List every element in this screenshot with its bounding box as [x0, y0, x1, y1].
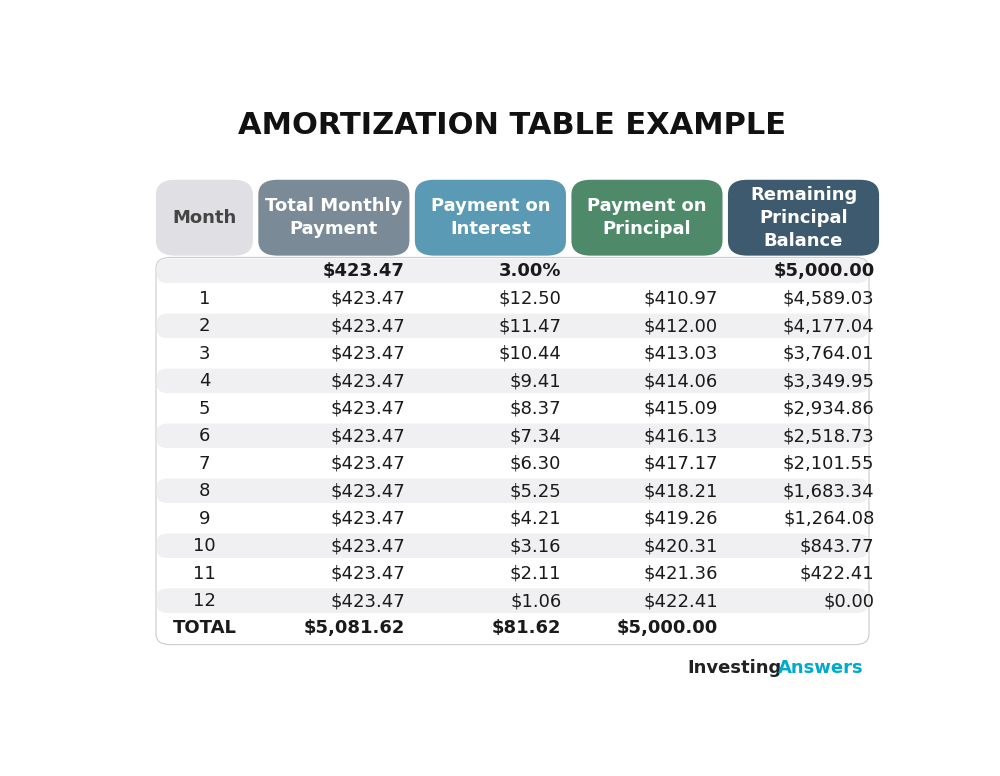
- FancyBboxPatch shape: [157, 588, 868, 613]
- Text: Remaining
Principal
Balance: Remaining Principal Balance: [750, 185, 857, 250]
- Text: 10: 10: [193, 537, 216, 555]
- FancyBboxPatch shape: [157, 424, 868, 448]
- Text: $423.47: $423.47: [330, 427, 405, 445]
- Text: 6: 6: [199, 427, 210, 445]
- Text: $5.25: $5.25: [510, 482, 561, 500]
- Text: $418.21: $418.21: [644, 482, 718, 500]
- Text: $423.47: $423.47: [330, 510, 405, 528]
- Text: $4,589.03: $4,589.03: [783, 289, 874, 307]
- Text: Payment on
Principal: Payment on Principal: [587, 197, 707, 238]
- Text: $10.44: $10.44: [498, 345, 561, 362]
- Text: 3: 3: [199, 345, 210, 362]
- Text: $423.47: $423.47: [330, 537, 405, 555]
- Text: $1,683.34: $1,683.34: [783, 482, 874, 500]
- Text: Payment on
Interest: Payment on Interest: [431, 197, 550, 238]
- Text: $416.13: $416.13: [644, 427, 718, 445]
- Text: 1: 1: [199, 289, 210, 307]
- Text: $5,000.00: $5,000.00: [773, 262, 874, 280]
- FancyBboxPatch shape: [728, 180, 879, 255]
- Text: $420.31: $420.31: [644, 537, 718, 555]
- Text: $419.26: $419.26: [643, 510, 718, 528]
- Text: $5,000.00: $5,000.00: [617, 619, 718, 638]
- Text: $843.77: $843.77: [800, 537, 874, 555]
- Text: $2,934.86: $2,934.86: [783, 400, 874, 417]
- FancyBboxPatch shape: [157, 479, 868, 503]
- Text: 5: 5: [199, 400, 210, 417]
- FancyBboxPatch shape: [415, 180, 566, 255]
- Text: 8: 8: [199, 482, 210, 500]
- FancyBboxPatch shape: [157, 369, 868, 393]
- Text: $413.03: $413.03: [644, 345, 718, 362]
- Text: $423.47: $423.47: [330, 482, 405, 500]
- Text: $1.06: $1.06: [510, 592, 561, 610]
- Text: $5,081.62: $5,081.62: [303, 619, 405, 638]
- Text: $7.34: $7.34: [510, 427, 561, 445]
- Text: $423.47: $423.47: [330, 372, 405, 390]
- FancyBboxPatch shape: [571, 180, 723, 255]
- Text: $423.47: $423.47: [330, 592, 405, 610]
- FancyBboxPatch shape: [157, 314, 868, 338]
- Text: $0.00: $0.00: [823, 592, 874, 610]
- Text: $2,101.55: $2,101.55: [783, 455, 874, 473]
- FancyBboxPatch shape: [156, 258, 869, 645]
- Text: Total Monthly
Payment: Total Monthly Payment: [265, 197, 403, 238]
- Text: $3,764.01: $3,764.01: [783, 345, 874, 362]
- Text: $3,349.95: $3,349.95: [782, 372, 874, 390]
- Text: $2.11: $2.11: [510, 564, 561, 583]
- Text: 7: 7: [199, 455, 210, 473]
- Text: 11: 11: [193, 564, 216, 583]
- Text: $412.00: $412.00: [644, 317, 718, 335]
- Text: 3.00%: 3.00%: [499, 262, 561, 280]
- Text: $4.21: $4.21: [510, 510, 561, 528]
- Text: $423.47: $423.47: [323, 262, 405, 280]
- Text: $421.36: $421.36: [643, 564, 718, 583]
- Text: $423.47: $423.47: [330, 455, 405, 473]
- Text: 12: 12: [193, 592, 216, 610]
- Text: $6.30: $6.30: [510, 455, 561, 473]
- Text: $417.17: $417.17: [643, 455, 718, 473]
- Text: $410.97: $410.97: [644, 289, 718, 307]
- FancyBboxPatch shape: [156, 180, 253, 255]
- Text: $423.47: $423.47: [330, 345, 405, 362]
- Text: $423.47: $423.47: [330, 317, 405, 335]
- FancyBboxPatch shape: [157, 533, 868, 558]
- Text: Answers: Answers: [778, 659, 864, 677]
- Text: $415.09: $415.09: [644, 400, 718, 417]
- Text: $81.62: $81.62: [492, 619, 561, 638]
- Text: 4: 4: [199, 372, 210, 390]
- FancyBboxPatch shape: [157, 258, 868, 283]
- Text: $4,177.04: $4,177.04: [783, 317, 874, 335]
- Text: 9: 9: [199, 510, 210, 528]
- Text: 2: 2: [199, 317, 210, 335]
- Text: $8.37: $8.37: [510, 400, 561, 417]
- Text: $422.41: $422.41: [643, 592, 718, 610]
- Text: Investing: Investing: [688, 659, 782, 677]
- Text: $2,518.73: $2,518.73: [783, 427, 874, 445]
- Text: AMORTIZATION TABLE EXAMPLE: AMORTIZATION TABLE EXAMPLE: [239, 112, 786, 140]
- Text: $423.47: $423.47: [330, 289, 405, 307]
- Text: $414.06: $414.06: [644, 372, 718, 390]
- Text: Month: Month: [172, 209, 237, 227]
- Text: $12.50: $12.50: [498, 289, 561, 307]
- Text: $423.47: $423.47: [330, 400, 405, 417]
- Text: $423.47: $423.47: [330, 564, 405, 583]
- Text: $9.41: $9.41: [510, 372, 561, 390]
- Text: $1,264.08: $1,264.08: [783, 510, 874, 528]
- Text: TOTAL: TOTAL: [173, 619, 236, 638]
- FancyBboxPatch shape: [258, 180, 409, 255]
- Text: $3.16: $3.16: [510, 537, 561, 555]
- Text: $11.47: $11.47: [498, 317, 561, 335]
- Text: $422.41: $422.41: [800, 564, 874, 583]
